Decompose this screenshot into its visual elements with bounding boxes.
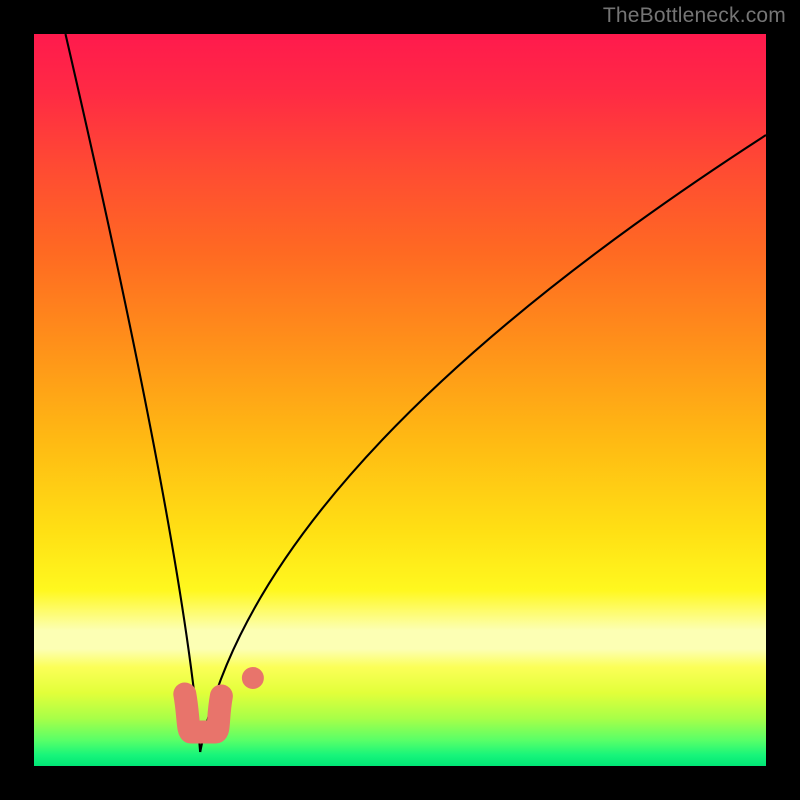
gradient-background — [34, 34, 766, 766]
watermark-text: TheBottleneck.com — [603, 4, 786, 28]
marker-dot-icon — [242, 667, 264, 689]
bottleneck-chart-svg — [0, 0, 800, 800]
chart-stage: TheBottleneck.com — [0, 0, 800, 800]
plot-area — [34, 34, 766, 766]
